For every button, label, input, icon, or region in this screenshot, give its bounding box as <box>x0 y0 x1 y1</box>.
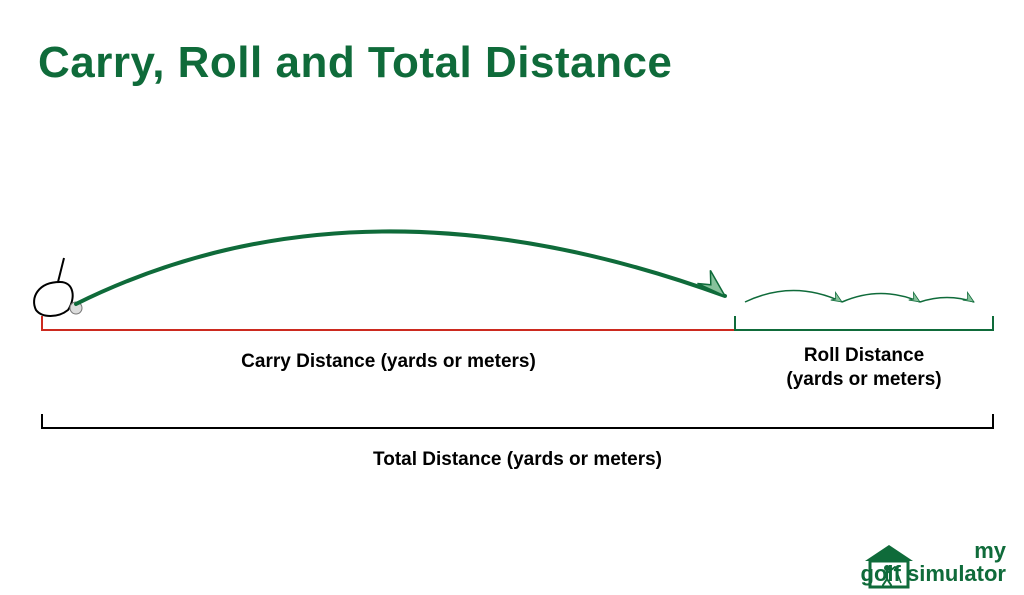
logo: my golf simulator <box>861 539 1006 585</box>
carry-distance-label: Carry Distance (yards or meters) <box>42 350 735 374</box>
diagram-svg <box>0 0 1024 595</box>
logo-house-icon <box>861 539 917 591</box>
diagram-container: Carry, Roll and Total Distance Carry Dis… <box>0 0 1024 595</box>
roll-distance-label: Roll Distance (yards or meters) <box>735 344 993 392</box>
total-distance-label: Total Distance (yards or meters) <box>42 448 993 472</box>
